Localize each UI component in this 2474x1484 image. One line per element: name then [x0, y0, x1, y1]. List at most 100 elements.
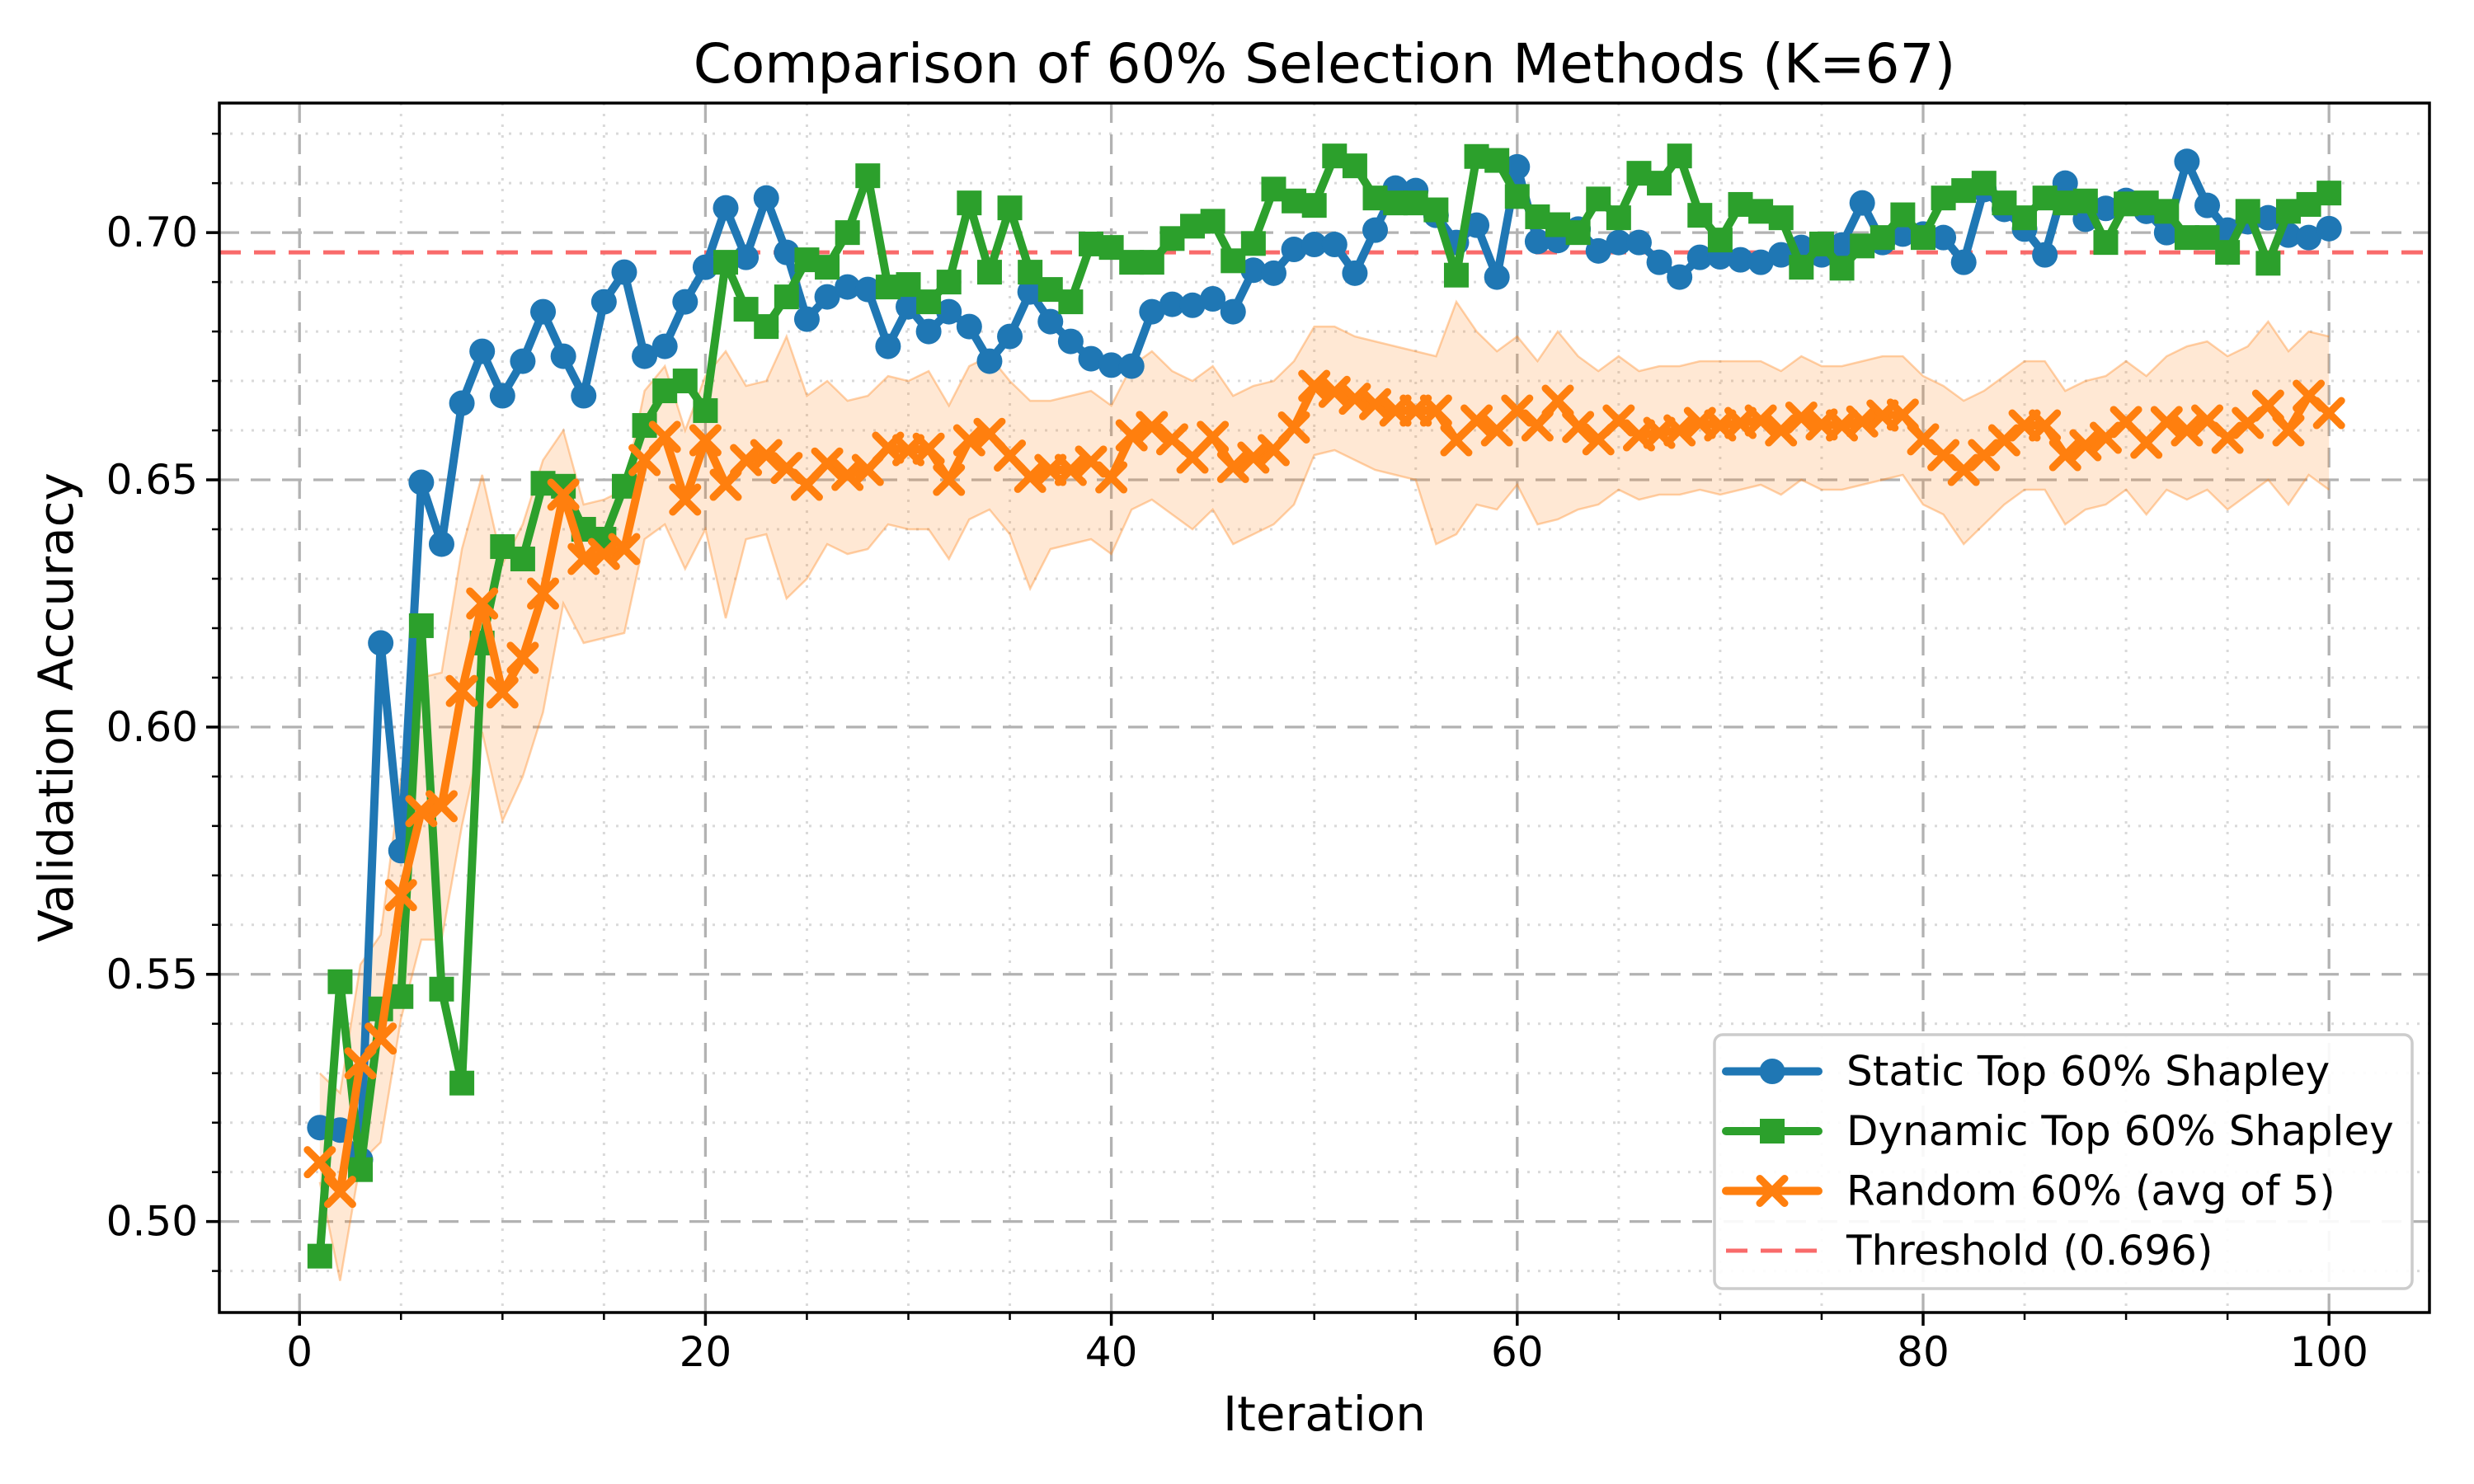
legend-item-dynamic: Dynamic Top 60% Shapley: [1722, 1107, 2394, 1155]
legend-label: Static Top 60% Shapley: [1846, 1048, 2330, 1096]
circle-marker: [1646, 249, 1672, 275]
x-marker: [2251, 389, 2284, 422]
circle-marker: [2052, 170, 2078, 196]
legend-item-threshold: Threshold (0.696): [1726, 1227, 2213, 1275]
square-marker: [1342, 153, 1367, 179]
x-marker: [2211, 421, 2244, 454]
circle-marker: [1301, 232, 1328, 258]
square-marker: [2093, 230, 2119, 256]
circle-marker: [1606, 229, 1632, 256]
circle-marker: [449, 390, 475, 416]
circle-marker: [1362, 217, 1389, 243]
legend-x-marker: [1756, 1175, 1789, 1207]
square-marker: [1606, 205, 1631, 231]
circle-marker: [469, 338, 496, 364]
circle-marker: [1585, 237, 1611, 264]
square-marker: [388, 984, 414, 1009]
square-marker: [1565, 220, 1591, 246]
square-marker: [1443, 262, 1469, 288]
circle-marker: [408, 469, 435, 495]
circle-marker: [692, 254, 718, 280]
x-marker: [608, 533, 641, 566]
x-tick-label: 60: [1491, 1328, 1544, 1376]
circle-marker: [1321, 232, 1348, 258]
circle-marker: [1281, 237, 1307, 263]
circle-marker: [976, 348, 1003, 374]
x-tick-label: 0: [286, 1328, 313, 1376]
x-marker: [1460, 404, 1493, 437]
circle-marker: [875, 333, 901, 359]
square-marker: [1890, 202, 1916, 228]
square-marker: [1808, 231, 1834, 256]
square-marker: [774, 284, 799, 310]
legend-square-marker: [1760, 1119, 1785, 1144]
x-marker: [1744, 404, 1777, 437]
circle-marker: [1159, 291, 1185, 317]
square-marker: [672, 369, 698, 394]
y-axis-label: Validation Accuracy: [28, 472, 84, 942]
y-tick-label: 0.50: [106, 1198, 198, 1246]
square-marker: [1667, 143, 1692, 169]
y-tick-label: 0.60: [106, 703, 198, 751]
circle-marker: [651, 333, 678, 359]
circle-marker: [1747, 249, 1774, 275]
x-tick-label: 100: [2289, 1328, 2368, 1376]
square-marker: [997, 195, 1023, 221]
x-marker: [689, 424, 722, 457]
circle-marker: [2032, 242, 2058, 268]
square-marker: [1829, 256, 1855, 281]
square-marker: [2255, 251, 2281, 276]
x-marker: [1602, 404, 1635, 437]
circle-marker: [1037, 308, 1064, 335]
x-marker: [1054, 453, 1087, 486]
x-tick-label: 40: [1085, 1328, 1138, 1376]
square-marker: [1058, 289, 1084, 315]
x-marker: [323, 1176, 356, 1209]
circle-marker: [793, 306, 820, 332]
circle-marker: [510, 348, 536, 374]
circle-marker: [956, 313, 982, 340]
x-marker: [1521, 409, 1554, 442]
circle-marker: [713, 195, 739, 221]
circle-marker: [774, 239, 800, 265]
x-marker: [709, 468, 742, 501]
circle-marker: [1179, 292, 1206, 318]
circle-marker: [1200, 286, 1226, 312]
x-marker: [425, 790, 458, 823]
x-marker: [2272, 414, 2305, 447]
circle-marker: [672, 289, 698, 315]
x-marker: [1968, 439, 2001, 472]
circle-marker: [915, 318, 942, 345]
y-tick-label: 0.65: [106, 456, 198, 504]
legend-item-random: Random 60% (avg of 5): [1722, 1167, 2335, 1215]
square-marker: [1484, 148, 1510, 173]
circle-marker: [368, 630, 394, 656]
square-marker: [957, 190, 982, 216]
x-marker: [1197, 420, 1230, 453]
std-band-lower-edge: [318, 448, 2330, 1281]
square-marker: [327, 969, 353, 994]
legend-item-static: Static Top 60% Shapley: [1722, 1048, 2330, 1096]
y-tick-label: 0.55: [106, 951, 198, 998]
chart-title: Comparison of 60% Selection Methods (K=6…: [694, 32, 1956, 96]
x-tick-label: 80: [1897, 1328, 1950, 1376]
x-marker: [1927, 439, 1960, 472]
x-marker: [811, 447, 844, 480]
x-marker: [1886, 398, 1919, 431]
legend-label: Threshold (0.696): [1846, 1227, 2213, 1275]
x-marker: [1541, 384, 1574, 417]
circle-marker: [571, 383, 597, 409]
circle-marker: [611, 259, 637, 285]
circle-marker: [1484, 264, 1510, 290]
circle-marker: [1118, 353, 1145, 379]
circle-marker: [1260, 260, 1286, 286]
square-marker: [1870, 225, 1895, 251]
x-marker: [1136, 411, 1169, 444]
x-marker: [2048, 439, 2081, 472]
x-marker: [445, 674, 478, 707]
circle-marker: [428, 531, 454, 557]
x-marker: [1987, 424, 2020, 457]
circle-marker: [1686, 244, 1713, 270]
circle-marker: [1057, 328, 1084, 355]
circle-marker: [854, 276, 881, 303]
